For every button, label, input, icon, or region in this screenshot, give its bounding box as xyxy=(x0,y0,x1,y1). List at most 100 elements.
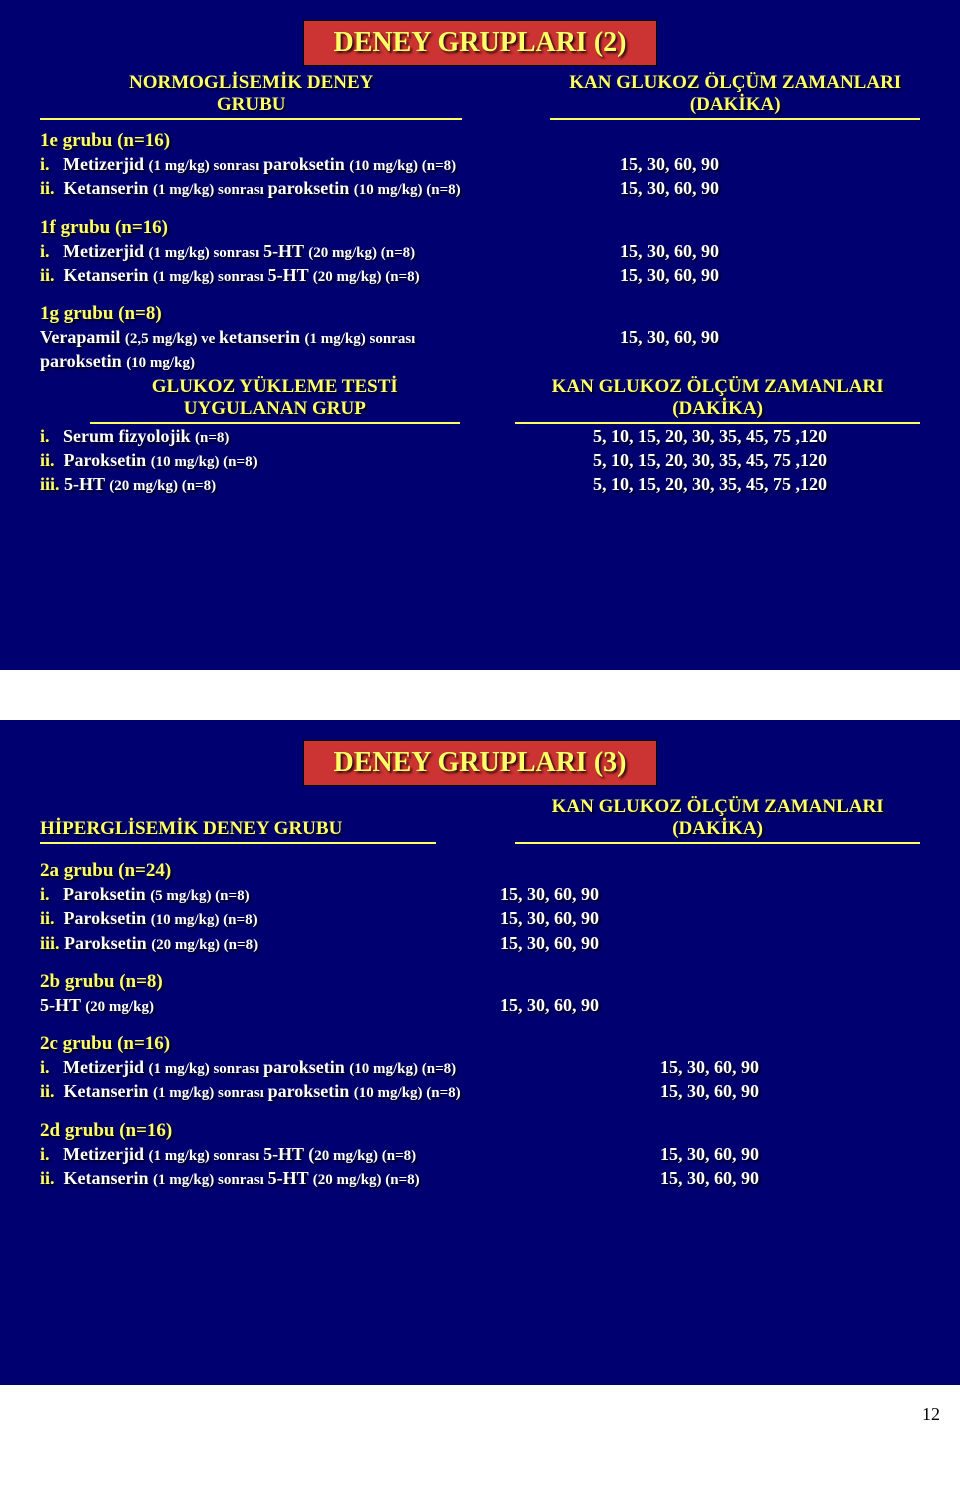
txt: (20 mg/kg) xyxy=(85,999,154,1015)
txt: (2,5 mg/kg) ve xyxy=(125,331,219,347)
val: 15, 30, 60, 90 xyxy=(490,993,920,1017)
header-left-text: HİPERGLİSEMİK DENEY GRUBU xyxy=(40,818,436,840)
page-number: 12 xyxy=(922,1404,940,1425)
header-right: KAN GLUKOZ ÖLÇÜM ZAMANLARI (DAKİKA) xyxy=(550,72,920,120)
txt: (10 mg/kg) (n=8) xyxy=(354,1085,461,1101)
val: 15, 30, 60, 90 xyxy=(610,325,920,349)
mid-left-l1: GLUKOZ YÜKLEME TESTİ xyxy=(90,376,460,398)
header-left: HİPERGLİSEMİK DENEY GRUBU xyxy=(40,818,436,844)
val: 15, 30, 60, 90 xyxy=(610,239,920,263)
num: ii. xyxy=(40,450,55,470)
num: i. xyxy=(40,241,50,261)
txt: (1 mg/kg) sonrası xyxy=(153,1085,268,1101)
txt: (10 mg/kg) (n=8) xyxy=(151,454,258,470)
txt: Verapamil xyxy=(40,327,125,347)
slide-title: DENEY GRUPLARI (3) xyxy=(303,740,658,786)
row-2a-iii: iii. Paroksetin (20 mg/kg) (n=8) 15, 30,… xyxy=(40,931,920,955)
mid-header-left: GLUKOZ YÜKLEME TESTİ UYGULANAN GRUP xyxy=(40,376,460,424)
title-wrap: DENEY GRUPLARI (2) xyxy=(40,20,920,66)
txt: Metizerjid xyxy=(63,154,148,174)
txt: 5-HT ( xyxy=(263,1144,314,1164)
txt: (1 mg/kg) sonrası xyxy=(148,1061,263,1077)
txt: 5-HT xyxy=(64,474,109,494)
mid-right-l2: (DAKİKA) xyxy=(515,398,920,420)
underline xyxy=(550,118,920,120)
row-1e-ii: ii. Ketanserin (1 mg/kg) sonrası parokse… xyxy=(40,176,920,200)
txt: (1 mg/kg) sonrası xyxy=(153,1172,268,1188)
slide-1: DENEY GRUPLARI (2) NORMOGLİSEMİK DENEY G… xyxy=(0,0,960,670)
slide-2: DENEY GRUPLARI (3) HİPERGLİSEMİK DENEY G… xyxy=(0,720,960,1385)
txt: (20 mg/kg) (n=8) xyxy=(308,245,415,261)
group-2a-title: 2a grubu (n=24) xyxy=(40,860,920,882)
val: 15, 30, 60, 90 xyxy=(650,1079,920,1103)
header-left: NORMOGLİSEMİK DENEY GRUBU xyxy=(40,72,462,120)
txt: Ketanserin xyxy=(64,1081,154,1101)
row-2d-ii: ii. Ketanserin (1 mg/kg) sonrası 5-HT (2… xyxy=(40,1166,920,1190)
val: 15, 30, 60, 90 xyxy=(610,152,920,176)
num: i. xyxy=(40,426,50,446)
val: 5, 10, 15, 20, 30, 35, 45, 75 ,120 xyxy=(490,424,920,448)
num: ii. xyxy=(40,178,55,198)
row-1f-ii: ii. Ketanserin (1 mg/kg) sonrası 5-HT (2… xyxy=(40,263,920,287)
val: 15, 30, 60, 90 xyxy=(650,1142,920,1166)
val: 15, 30, 60, 90 xyxy=(650,1055,920,1079)
underline xyxy=(40,118,462,120)
txt: (1 mg/kg) sonrası xyxy=(153,182,268,198)
group-2d-title: 2d grubu (n=16) xyxy=(40,1120,920,1142)
underline xyxy=(40,842,436,844)
txt: paroksetin xyxy=(263,1057,349,1077)
row-2c-ii: ii. Ketanserin (1 mg/kg) sonrası parokse… xyxy=(40,1079,920,1103)
txt: Ketanserin xyxy=(64,178,154,198)
title-wrap: DENEY GRUPLARI (3) xyxy=(40,740,920,786)
header-right-l2: (DAKİKA) xyxy=(550,94,920,116)
txt: (20 mg/kg) (n=8) xyxy=(313,1172,420,1188)
txt: ketanserin xyxy=(219,327,305,347)
txt: (10 mg/kg) (n=8) xyxy=(349,1061,456,1077)
txt: (10 mg/kg) (n=8) xyxy=(151,912,258,928)
row-gt-ii: ii. Paroksetin (10 mg/kg) (n=8) 5, 10, 1… xyxy=(40,448,920,472)
txt: Metizerjid xyxy=(63,241,148,261)
txt: Metizerjid xyxy=(63,1144,148,1164)
val: 5, 10, 15, 20, 30, 35, 45, 75 ,120 xyxy=(490,448,920,472)
txt: (20 mg/kg) (n=8) xyxy=(313,269,420,285)
txt: Ketanserin xyxy=(64,1168,154,1188)
group-2b-title: 2b grubu (n=8) xyxy=(40,971,920,993)
row-1f-i: i. Metizerjid (1 mg/kg) sonrası 5-HT (20… xyxy=(40,239,920,263)
mid-left-l2: UYGULANAN GRUP xyxy=(90,398,460,420)
txt: 5-HT xyxy=(268,265,313,285)
txt: Paroksetin xyxy=(63,884,150,904)
txt: (5 mg/kg) (n=8) xyxy=(150,888,249,904)
group-2c-title: 2c grubu (n=16) xyxy=(40,1033,920,1055)
group-1e-title: 1e grubu (n=16) xyxy=(40,130,920,152)
val: 15, 30, 60, 90 xyxy=(610,176,920,200)
num: i. xyxy=(40,1057,50,1077)
num: ii. xyxy=(40,1168,55,1188)
txt: Paroksetin xyxy=(64,450,151,470)
txt: (1 mg/kg) sonrası xyxy=(148,1148,263,1164)
val: 15, 30, 60, 90 xyxy=(610,263,920,287)
txt: (1 mg/kg) sonrası xyxy=(148,245,263,261)
slide-title: DENEY GRUPLARI (2) xyxy=(303,20,658,66)
group-1f-title: 1f grubu (n=16) xyxy=(40,217,920,239)
header-row: NORMOGLİSEMİK DENEY GRUBU KAN GLUKOZ ÖLÇ… xyxy=(40,72,920,120)
header-row: HİPERGLİSEMİK DENEY GRUBU KAN GLUKOZ ÖLÇ… xyxy=(40,796,920,844)
row-1e-i: i. Metizerjid (1 mg/kg) sonrası parokset… xyxy=(40,152,920,176)
header-right-l1: KAN GLUKOZ ÖLÇÜM ZAMANLARI xyxy=(515,796,920,818)
mid-header-right: KAN GLUKOZ ÖLÇÜM ZAMANLARI (DAKİKA) xyxy=(515,376,920,424)
txt: 5-HT xyxy=(268,1168,313,1188)
txt: paroksetin xyxy=(263,154,349,174)
txt: 5-HT xyxy=(263,241,308,261)
txt: (1 mg/kg) sonrası xyxy=(153,269,268,285)
num: iii. xyxy=(40,933,60,953)
mid-right-l1: KAN GLUKOZ ÖLÇÜM ZAMANLARI xyxy=(515,376,920,398)
row-2b: 5-HT (20 mg/kg) 15, 30, 60, 90 xyxy=(40,993,920,1017)
txt: Metizerjid xyxy=(63,1057,148,1077)
row-1g-cont: paroksetin (10 mg/kg) xyxy=(40,349,920,373)
header-right-l1: KAN GLUKOZ ÖLÇÜM ZAMANLARI xyxy=(550,72,920,94)
txt: (n=8) xyxy=(195,430,229,446)
txt: (10 mg/kg) xyxy=(126,355,195,371)
val: 15, 30, 60, 90 xyxy=(490,931,920,955)
txt: (1 mg/kg) sonrası xyxy=(305,331,416,347)
val: 15, 30, 60, 90 xyxy=(490,906,920,930)
header-left-l1: NORMOGLİSEMİK DENEY xyxy=(40,72,462,94)
